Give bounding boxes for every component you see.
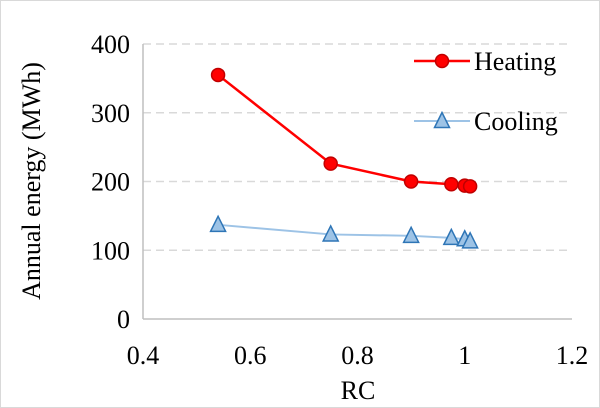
legend: Heating Cooling bbox=[414, 47, 558, 136]
legend-marker bbox=[433, 110, 451, 129]
y-tick-label: 300 bbox=[91, 99, 130, 128]
x-tick-label: 1.2 bbox=[556, 341, 589, 370]
data-point bbox=[323, 156, 338, 171]
x-axis-title: RC bbox=[341, 376, 376, 405]
series-cooling bbox=[209, 214, 479, 249]
y-tick-label: 100 bbox=[91, 236, 130, 265]
x-tick-label: 0.8 bbox=[341, 341, 374, 370]
data-point bbox=[442, 227, 461, 246]
x-tick-label: 0.6 bbox=[234, 341, 267, 370]
series-heating bbox=[210, 67, 478, 194]
data-point bbox=[461, 231, 479, 249]
data-point bbox=[210, 67, 226, 83]
data-point bbox=[462, 179, 478, 194]
y-tick-label: 400 bbox=[91, 30, 130, 59]
series-layer bbox=[209, 67, 479, 249]
x-tick-label: 1 bbox=[458, 341, 471, 370]
y-tick-label: 200 bbox=[91, 168, 130, 197]
x-tick-label: 0.4 bbox=[127, 341, 160, 370]
data-point bbox=[321, 224, 340, 242]
y-axis-title: Annual energy (MWh) bbox=[17, 62, 46, 300]
data-point bbox=[403, 174, 419, 189]
y-tick-labels: 0 100 200 300 400 bbox=[91, 30, 130, 334]
legend-marker bbox=[434, 53, 450, 69]
gridlines bbox=[143, 43, 572, 251]
legend-label: Cooling bbox=[474, 107, 558, 136]
legend-label: Heating bbox=[474, 47, 556, 76]
legend-item: Heating bbox=[414, 47, 556, 76]
legend-item: Cooling bbox=[414, 107, 558, 136]
data-point bbox=[444, 177, 459, 192]
data-point bbox=[209, 214, 227, 233]
x-tick-labels: 0.4 0.6 0.8 1 1.2 bbox=[127, 341, 589, 370]
y-tick-label: 0 bbox=[117, 305, 130, 334]
data-point bbox=[402, 225, 420, 244]
